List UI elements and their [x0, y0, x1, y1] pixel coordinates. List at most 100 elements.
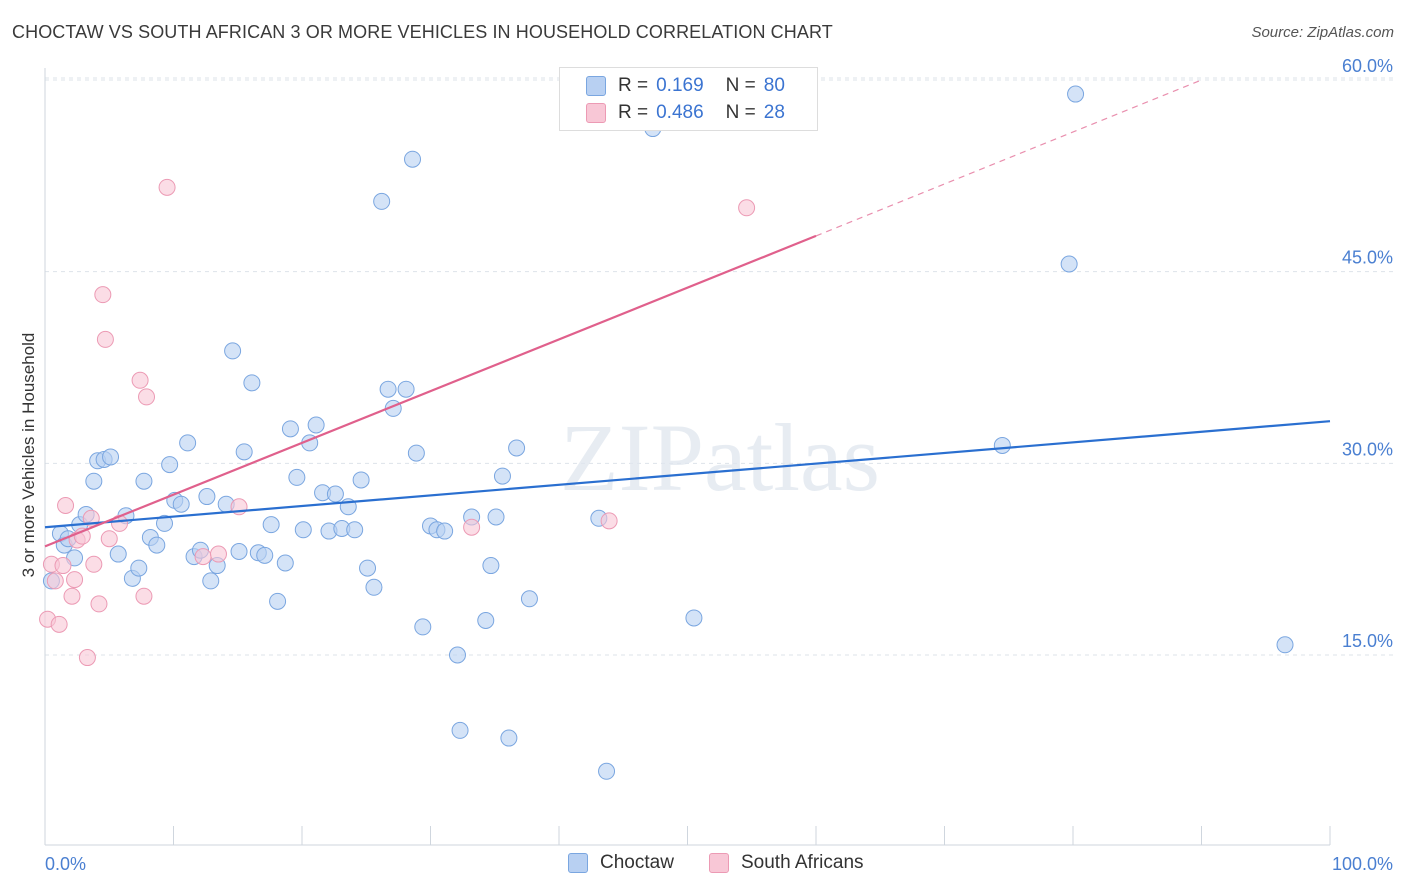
choctaw-point	[352, 471, 370, 489]
south-africans-point	[463, 518, 481, 536]
choctaw-point	[379, 380, 397, 398]
legend-n-label: N =	[725, 102, 756, 123]
trend-layer	[44, 79, 1331, 548]
legend-row-south-africans: R = 0.486 N = 28	[586, 101, 807, 125]
south-africans-point	[46, 572, 64, 590]
source-credit: Source: ZipAtlas.com	[1251, 24, 1394, 41]
y-tick-label: 15.0%	[1342, 631, 1393, 651]
choctaw-point	[172, 495, 190, 513]
choctaw-point	[326, 485, 344, 503]
x-tick-label: 100.0%	[1332, 854, 1393, 874]
choctaw-point	[685, 609, 703, 627]
south-africans-point	[78, 649, 96, 667]
choctaw-point	[148, 536, 166, 554]
choctaw-point	[397, 380, 415, 398]
choctaw-point	[477, 612, 495, 629]
choctaw-point	[156, 514, 174, 532]
choctaw-point	[365, 578, 383, 596]
grid-layer	[45, 77, 1395, 656]
y-tick-label: 45.0%	[1342, 248, 1393, 268]
legend-n-value: 28	[763, 102, 785, 123]
choctaw-point	[243, 374, 261, 392]
choctaw-point	[1060, 255, 1078, 273]
x-tick-label: 0.0%	[45, 854, 86, 874]
stats-legend: R = 0.169 N = 80 R = 0.486 N = 28	[559, 67, 818, 131]
choctaw-point	[487, 508, 505, 526]
choctaw-point	[202, 572, 220, 590]
south-africans-point	[738, 199, 756, 217]
choctaw-point	[85, 472, 103, 490]
choctaw-point	[288, 468, 306, 486]
choctaw-trend-line	[44, 420, 1331, 529]
legend-r-value: 0.486	[656, 102, 704, 123]
choctaw-swatch	[568, 853, 588, 873]
south-africans-point	[158, 178, 176, 196]
y-tick-label: 60.0%	[1342, 56, 1393, 76]
choctaw-point	[294, 521, 312, 539]
choctaw-point	[993, 436, 1011, 454]
choctaw-point	[500, 729, 518, 747]
legend-r-value: 0.169	[656, 75, 704, 96]
south-africans-point	[135, 587, 153, 605]
axis-layer: 15.0% 30.0% 45.0% 60.0% 0.0% 100.0%	[44, 56, 1393, 874]
choctaw-point	[1067, 85, 1085, 103]
point-layer	[39, 85, 1294, 780]
series-legend-choctaw[interactable]: Choctaw	[568, 852, 674, 874]
choctaw-point	[235, 443, 253, 461]
choctaw-point	[307, 416, 325, 434]
chart-title: CHOCTAW VS SOUTH AFRICAN 3 OR MORE VEHIC…	[12, 22, 833, 42]
choctaw-point	[482, 557, 500, 575]
choctaw-point	[269, 592, 287, 610]
choctaw-point	[130, 559, 148, 577]
choctaw-point	[161, 456, 179, 474]
choctaw-point	[102, 448, 120, 466]
south-africans-swatch	[709, 853, 729, 873]
choctaw-point	[520, 590, 538, 608]
choctaw-point	[493, 467, 511, 485]
choctaw-point	[598, 762, 616, 780]
choctaw-point	[198, 488, 216, 506]
legend-n-label: N =	[725, 75, 756, 96]
series-legend: Choctaw South Africans	[0, 852, 1406, 878]
choctaw-point	[109, 545, 127, 563]
choctaw-point	[359, 559, 377, 577]
south-africans-point	[50, 615, 68, 633]
choctaw-point	[451, 721, 469, 739]
south-africans-point	[94, 286, 112, 304]
legend-r-label: R =	[618, 75, 649, 96]
y-tick-label: 30.0%	[1342, 439, 1393, 459]
south-africans-point	[90, 595, 108, 613]
choctaw-point	[407, 444, 425, 462]
south-africans-point	[66, 571, 84, 589]
legend-row-choctaw: R = 0.169 N = 80	[586, 74, 807, 98]
south-africans-point	[54, 557, 72, 575]
choctaw-point	[346, 521, 364, 539]
choctaw-point	[262, 516, 280, 534]
choctaw-point	[256, 546, 274, 564]
south-africans-point	[96, 330, 114, 348]
choctaw-point	[508, 439, 526, 457]
choctaw-swatch	[586, 76, 606, 96]
south-africans-point	[131, 371, 149, 389]
choctaw-point	[436, 522, 454, 540]
y-axis-label: 3 or more Vehicles in Household	[19, 333, 38, 578]
legend-r-label: R =	[618, 102, 649, 123]
south-africans-swatch	[586, 103, 606, 123]
choctaw-point	[179, 434, 197, 452]
choctaw-point	[276, 554, 294, 572]
choctaw-point	[135, 472, 153, 490]
south-africans-trend-extension	[815, 79, 1202, 237]
south-africans-point	[600, 512, 618, 530]
choctaw-point	[224, 342, 242, 360]
choctaw-point	[414, 618, 432, 636]
series-legend-south-africans[interactable]: South Africans	[709, 852, 864, 874]
south-africans-point	[63, 587, 81, 605]
choctaw-point	[230, 543, 248, 560]
choctaw-point	[404, 150, 422, 168]
watermark: ZIPatlas	[560, 404, 880, 511]
south-africans-point	[85, 555, 103, 573]
choctaw-point	[373, 192, 391, 210]
series-legend-label: Choctaw	[600, 852, 674, 873]
choctaw-point	[448, 646, 466, 664]
